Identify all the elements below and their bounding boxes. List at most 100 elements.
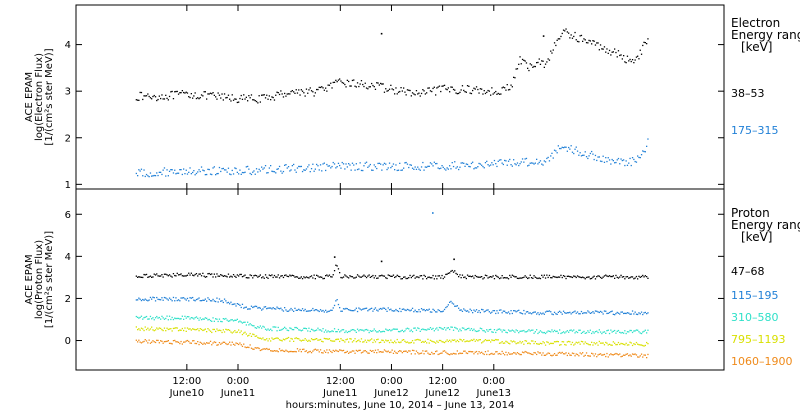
proton-data-point (172, 340, 175, 342)
proton-data-point (388, 274, 391, 277)
electron-data-point (510, 84, 512, 86)
proton-data-point (172, 273, 175, 275)
proton-data-point (432, 341, 434, 343)
electron-data-point (245, 166, 247, 168)
proton-data-point (498, 309, 501, 311)
proton-data-point (552, 313, 554, 316)
electron-data-point (459, 91, 461, 93)
proton-data-point (192, 274, 194, 276)
electron-data-point (241, 98, 244, 100)
proton-data-point (550, 331, 552, 333)
proton-data-point (391, 310, 393, 312)
electron-data-point (149, 97, 152, 99)
proton-data-point (596, 356, 598, 358)
proton-data-point (418, 339, 420, 341)
electron-data-point (530, 64, 533, 66)
proton-data-point (530, 329, 533, 331)
electron-data-point (318, 86, 320, 88)
electron-data-point (391, 165, 393, 167)
proton-data-point (328, 349, 331, 351)
proton-data-point (589, 329, 591, 331)
proton-data-point (281, 340, 283, 342)
proton-legend-entry: 47–68 (731, 265, 765, 278)
proton-data-point (591, 332, 593, 335)
proton-data-point (391, 329, 393, 331)
proton-data-point (438, 275, 441, 277)
proton-data-point (620, 342, 622, 345)
proton-data-point (368, 309, 370, 311)
proton-data-point (405, 341, 407, 344)
electron-data-point (578, 41, 580, 43)
proton-data-point (207, 328, 209, 330)
proton-data-point (317, 349, 319, 351)
proton-data-point (515, 343, 517, 345)
proton-data-point (340, 338, 342, 340)
electron-data-point (328, 165, 331, 167)
electron-data-point (429, 90, 432, 92)
electron-data-point (555, 150, 557, 152)
proton-data-point (642, 356, 644, 358)
proton-data-point (197, 328, 199, 330)
proton-data-point (312, 350, 314, 352)
electron-data-point (217, 92, 219, 94)
electron-data-point (371, 169, 373, 171)
proton-data-point (523, 329, 525, 332)
proton-data-point (245, 277, 247, 279)
proton-data-point (385, 277, 387, 279)
electron-data-point (410, 95, 412, 97)
proton-data-point (456, 328, 458, 330)
proton-data-point (435, 350, 437, 353)
proton-data-point (583, 312, 585, 314)
proton-data-point (400, 341, 402, 343)
proton-data-point (295, 351, 297, 353)
proton-data-point (241, 276, 244, 278)
proton-data-point (394, 350, 396, 352)
proton-data-point (573, 344, 575, 346)
proton-data-point (307, 352, 309, 354)
proton-data-point (250, 274, 253, 277)
proton-data-point (536, 353, 538, 356)
electron-ytick-label: 2 (65, 133, 71, 144)
proton-data-point (143, 340, 145, 343)
proton-data-point (291, 351, 293, 353)
proton-data-point (263, 306, 265, 308)
proton-data-point (474, 310, 476, 312)
electron-data-point (432, 87, 434, 90)
proton-data-point (193, 340, 195, 342)
electron-data-point (514, 77, 516, 79)
proton-data-point (308, 327, 310, 329)
proton-data-point (351, 341, 354, 343)
proton-data-point (555, 341, 557, 343)
electron-data-point (374, 88, 377, 90)
proton-data-point (249, 308, 251, 310)
proton-data-point (239, 342, 241, 344)
proton-data-point (282, 327, 285, 330)
proton-data-point (640, 332, 643, 335)
proton-data-point (501, 312, 503, 314)
proton-data-point (529, 353, 531, 355)
proton-data-point (221, 300, 223, 302)
proton-data-point (387, 274, 389, 276)
electron-series-0 (135, 28, 649, 104)
electron-data-point (626, 164, 629, 166)
electron-data-point (578, 154, 580, 156)
proton-data-point (418, 353, 420, 355)
proton-data-point (160, 318, 162, 320)
proton-data-point (617, 312, 620, 314)
electron-data-point (607, 157, 609, 159)
electron-data-point (498, 159, 501, 161)
electron-data-point (273, 99, 276, 101)
proton-data-point (227, 343, 230, 345)
proton-data-point (409, 330, 411, 332)
electron-data-point (591, 150, 593, 153)
proton-data-point (157, 328, 159, 330)
proton-data-point (332, 307, 334, 309)
proton-data-point (587, 310, 589, 312)
electron-data-point (392, 89, 395, 91)
proton-data-point (450, 341, 452, 343)
proton-data-point (533, 275, 535, 277)
proton-data-point (174, 339, 176, 342)
proton-data-point (454, 270, 456, 272)
electron-data-point (346, 79, 348, 81)
proton-data-point (139, 298, 141, 300)
